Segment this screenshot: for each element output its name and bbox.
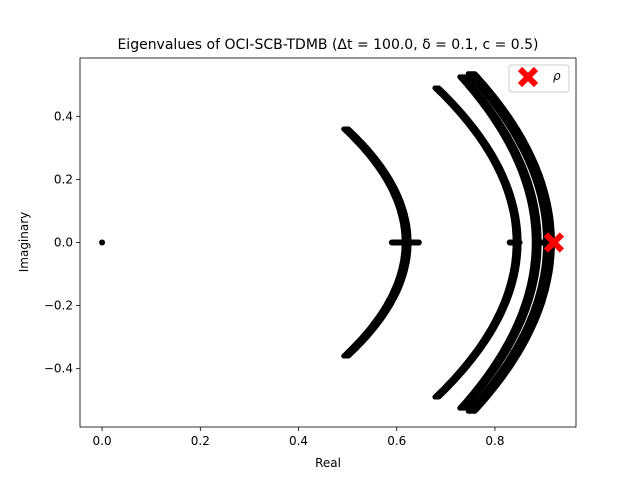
legend-marker-icon xyxy=(517,66,539,88)
legend-x-marker-icon xyxy=(517,66,539,88)
x-tick-label: 0.8 xyxy=(485,434,504,448)
y-axis-ticks: −0.4 −0.2 0.0 0.2 0.4 xyxy=(44,109,80,376)
spectral-radius-marker xyxy=(543,232,565,253)
eigenvalue-point xyxy=(99,239,106,246)
eigenvalue-arc xyxy=(465,71,555,414)
x-axis-ticks: 0.0 0.2 0.4 0.6 0.8 xyxy=(93,427,505,448)
x-tick-label: 0.0 xyxy=(93,434,112,448)
y-tick-label: −0.4 xyxy=(44,362,73,376)
legend-entry-label: ρ xyxy=(553,69,561,83)
y-axis-label: Imaginary xyxy=(17,212,31,273)
x-tick-label: 0.2 xyxy=(191,434,210,448)
eigenvalue-arc xyxy=(341,126,412,359)
eigenvalue-arc xyxy=(432,85,522,400)
eigenvalue-arc xyxy=(457,74,542,411)
plot-frame xyxy=(79,57,577,428)
x-tick-label: 0.4 xyxy=(289,434,308,448)
y-tick-label: 0.2 xyxy=(54,172,73,186)
x-tick-label: 0.6 xyxy=(387,434,406,448)
y-tick-label: 0.0 xyxy=(54,236,73,250)
legend: ρ xyxy=(508,64,570,93)
x-axis-label: Real xyxy=(315,456,341,470)
y-tick-label: 0.4 xyxy=(54,109,73,123)
data-layer xyxy=(99,71,565,414)
chart-title: Eigenvalues of OCI-SCB-TDMB (Δt = 100.0,… xyxy=(117,37,538,53)
y-tick-label: −0.2 xyxy=(44,299,73,313)
